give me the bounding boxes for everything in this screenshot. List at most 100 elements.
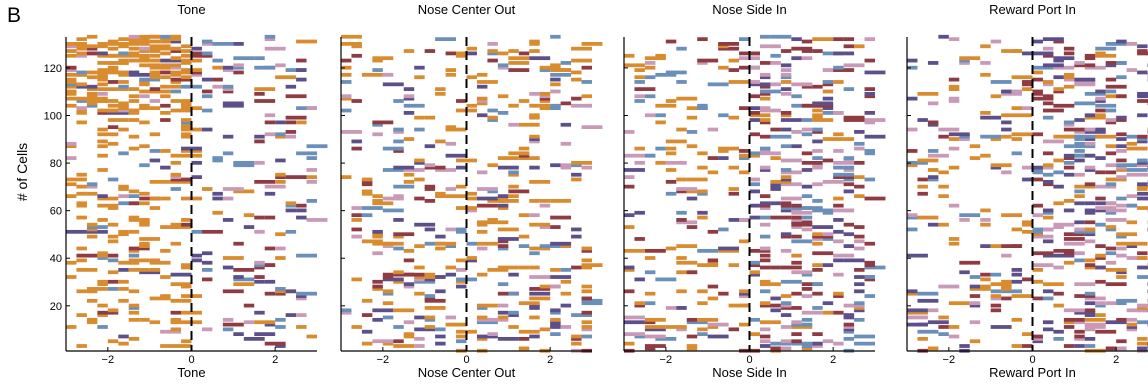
raster-segment bbox=[812, 156, 823, 160]
raster-segment bbox=[97, 282, 108, 287]
raster-segment bbox=[539, 68, 551, 72]
raster-segment bbox=[791, 239, 813, 244]
raster-segment bbox=[222, 218, 234, 222]
raster-segment bbox=[1074, 184, 1096, 189]
raster-segment bbox=[529, 134, 540, 139]
raster-segment bbox=[181, 118, 192, 122]
raster-segment bbox=[361, 191, 373, 196]
raster-segment bbox=[644, 291, 656, 296]
raster-segment bbox=[372, 317, 383, 322]
raster-segment bbox=[149, 75, 161, 80]
raster-segment bbox=[233, 163, 255, 168]
raster-segment bbox=[306, 168, 317, 172]
raster-segment bbox=[697, 165, 708, 170]
raster-segment bbox=[759, 303, 781, 308]
raster-segment bbox=[791, 341, 813, 346]
raster-segment bbox=[97, 310, 119, 315]
raster-segment bbox=[372, 201, 394, 206]
raster-segment bbox=[372, 229, 383, 234]
raster-segment bbox=[372, 287, 383, 291]
raster-segment bbox=[959, 344, 970, 348]
raster-segment bbox=[550, 320, 561, 325]
raster-segment bbox=[508, 68, 530, 72]
raster-segment bbox=[361, 298, 373, 303]
raster-segment bbox=[341, 175, 352, 180]
raster-segment bbox=[1116, 158, 1127, 163]
raster-segment bbox=[550, 310, 561, 315]
raster-segment bbox=[822, 263, 834, 268]
raster-segment bbox=[791, 215, 802, 220]
raster-segment bbox=[1116, 61, 1127, 65]
raster-segment bbox=[201, 187, 213, 191]
raster-segment bbox=[466, 258, 477, 263]
raster-segment bbox=[1105, 346, 1117, 351]
raster-segment bbox=[372, 279, 383, 284]
raster-segment bbox=[86, 320, 98, 325]
raster-segment bbox=[1001, 253, 1012, 258]
raster-segment bbox=[296, 296, 307, 301]
raster-segment bbox=[1105, 170, 1117, 175]
raster-segment bbox=[435, 191, 446, 196]
raster-segment bbox=[980, 208, 991, 213]
raster-segment bbox=[665, 168, 677, 172]
raster-segment bbox=[341, 308, 352, 313]
raster-segment bbox=[644, 317, 666, 322]
raster-segment bbox=[822, 237, 834, 241]
raster-segment bbox=[497, 220, 509, 225]
raster-segment bbox=[86, 225, 108, 229]
raster-segment bbox=[843, 63, 865, 68]
raster-segment bbox=[149, 44, 171, 49]
raster-segment bbox=[676, 46, 687, 51]
raster-segment bbox=[634, 301, 645, 306]
raster-segment bbox=[497, 51, 509, 56]
raster-segment bbox=[686, 344, 698, 348]
raster-segment bbox=[539, 106, 561, 111]
raster-segment bbox=[497, 282, 509, 287]
raster-segment bbox=[393, 99, 404, 103]
raster-segment bbox=[128, 310, 140, 315]
raster-segment bbox=[676, 189, 687, 194]
raster-segment bbox=[1105, 177, 1127, 182]
raster-segment bbox=[1105, 260, 1117, 265]
raster-segment bbox=[1063, 237, 1085, 241]
raster-segment bbox=[518, 234, 530, 239]
raster-segment bbox=[791, 103, 813, 108]
raster-segment bbox=[170, 80, 182, 84]
raster-segment bbox=[1137, 163, 1148, 168]
raster-segment bbox=[285, 84, 297, 89]
raster-segment bbox=[791, 130, 802, 134]
raster-segment bbox=[149, 296, 171, 301]
raster-segment bbox=[1074, 134, 1085, 139]
raster-segment bbox=[739, 294, 750, 298]
raster-segment bbox=[854, 289, 865, 294]
raster-segment bbox=[833, 229, 844, 234]
raster-segment bbox=[581, 284, 592, 289]
raster-segment bbox=[938, 134, 949, 139]
raster-segment bbox=[128, 134, 140, 139]
raster-segment bbox=[118, 334, 129, 339]
raster-segment bbox=[107, 141, 119, 146]
raster-segment bbox=[539, 284, 561, 289]
raster-segment bbox=[382, 196, 404, 201]
raster-segment bbox=[181, 265, 192, 270]
raster-segment bbox=[917, 158, 939, 163]
raster-segment bbox=[466, 51, 477, 56]
raster-segment bbox=[624, 225, 635, 229]
raster-segment bbox=[201, 42, 213, 46]
raster-segment bbox=[1084, 317, 1106, 322]
raster-segment bbox=[66, 42, 87, 46]
raster-segment bbox=[1105, 163, 1117, 168]
raster-segment bbox=[927, 168, 939, 172]
x-tick-label: 2 bbox=[272, 354, 278, 366]
raster-segment bbox=[581, 325, 592, 329]
raster-segment bbox=[497, 239, 509, 244]
raster-segment bbox=[801, 287, 813, 291]
raster-segment bbox=[718, 248, 740, 253]
raster-segment bbox=[97, 72, 108, 77]
raster-segment bbox=[791, 253, 802, 258]
raster-segment bbox=[1074, 334, 1085, 339]
raster-segment bbox=[1126, 172, 1148, 177]
raster-segment bbox=[854, 341, 875, 346]
raster-segment bbox=[644, 344, 666, 348]
raster-segment bbox=[686, 270, 698, 275]
